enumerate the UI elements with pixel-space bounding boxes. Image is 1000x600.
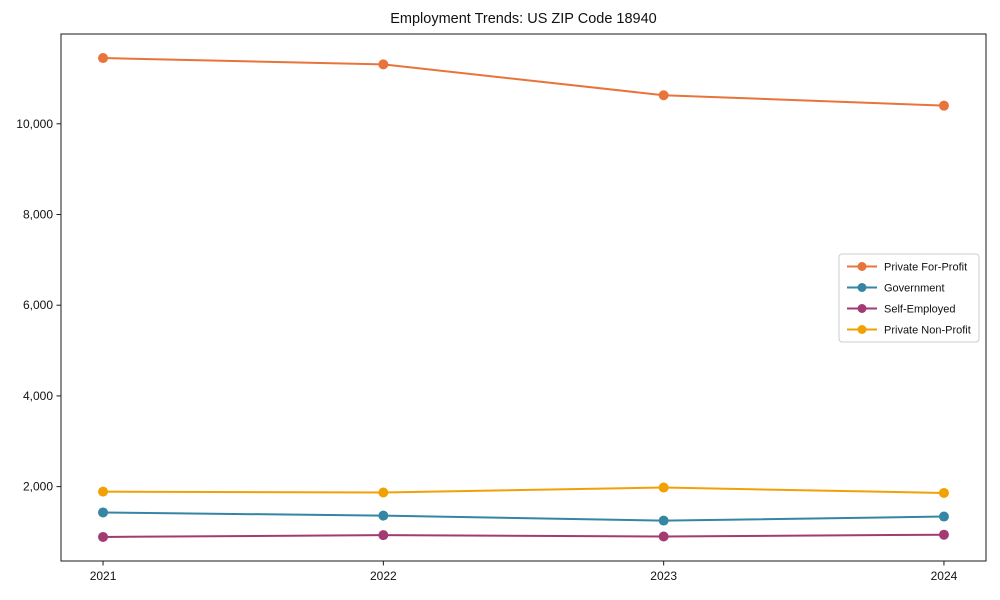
data-point-private-non-profit-2023 xyxy=(658,482,669,493)
legend-item-self-employed: Self-Employed xyxy=(847,304,956,316)
data-point-self-employed-2021 xyxy=(98,531,109,542)
series-line-private-for-profit xyxy=(103,57,944,107)
data-point-private-non-profit-2021 xyxy=(98,486,109,497)
series-line-self-employed xyxy=(103,533,944,538)
y-tick-label: 6,000 xyxy=(23,298,53,312)
data-point-government-2023 xyxy=(658,515,669,526)
legend-box xyxy=(838,253,980,343)
series-line-private-non-profit xyxy=(103,486,944,494)
legend-marker-icon xyxy=(857,262,867,271)
data-point-government-2022 xyxy=(378,510,389,521)
y-tick-label: 2,000 xyxy=(23,480,53,494)
data-point-self-employed-2024 xyxy=(938,529,949,540)
data-point-private-non-profit-2024 xyxy=(938,487,949,498)
series-line-government xyxy=(103,511,944,522)
x-tick-label: 2023 xyxy=(650,569,677,583)
x-tick-label: 2022 xyxy=(370,569,397,583)
legend-item-label: Private Non-Profit xyxy=(884,325,971,337)
legend-item-government: Government xyxy=(847,283,945,295)
legend-item-label: Government xyxy=(884,283,945,295)
data-point-private-for-profit-2021 xyxy=(98,53,109,64)
data-point-self-employed-2022 xyxy=(378,530,389,541)
legend-item-private-for-profit: Private For-Profit xyxy=(847,262,967,274)
data-point-self-employed-2023 xyxy=(658,531,669,542)
legend-marker-icon xyxy=(857,325,867,334)
y-tick-label: 4,000 xyxy=(23,389,53,403)
plot-frame xyxy=(60,33,987,562)
legend-item-private-non-profit: Private Non-Profit xyxy=(847,325,971,337)
data-point-private-for-profit-2024 xyxy=(938,100,949,111)
data-point-private-for-profit-2023 xyxy=(658,90,669,101)
data-point-government-2024 xyxy=(938,511,949,522)
x-tick-label: 2024 xyxy=(931,569,958,583)
legend-item-label: Self-Employed xyxy=(884,304,956,316)
legend-marker-icon xyxy=(857,283,867,292)
x-tick-label: 2021 xyxy=(90,569,117,583)
y-tick-label: 10,000 xyxy=(16,117,53,131)
legend-marker-icon xyxy=(857,304,867,313)
legend-item-label: Private For-Profit xyxy=(884,262,967,274)
data-point-private-non-profit-2022 xyxy=(378,487,389,498)
legend: Private For-Profit Government Self-Employe… xyxy=(838,253,980,343)
chart-title: Employment Trends: US ZIP Code 18940 xyxy=(390,11,657,27)
y-tick-label: 8,000 xyxy=(23,208,53,222)
data-point-government-2021 xyxy=(98,507,109,518)
data-point-private-for-profit-2022 xyxy=(378,59,389,70)
